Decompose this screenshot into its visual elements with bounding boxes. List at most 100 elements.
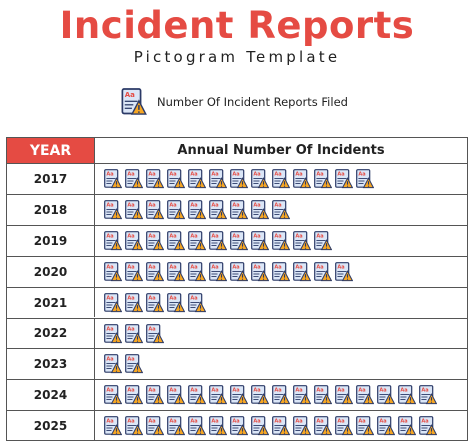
incident-report-icon	[230, 231, 248, 251]
incident-report-icon	[377, 385, 395, 405]
incident-report-icon	[251, 231, 269, 251]
incident-report-icon	[209, 200, 227, 220]
year-column-header: YEAR	[7, 138, 95, 163]
incident-report-icon	[272, 416, 290, 436]
page-title: Incident Reports	[59, 4, 415, 47]
incident-report-icon	[188, 200, 206, 220]
incident-report-icon	[251, 169, 269, 189]
incident-report-icon	[356, 169, 374, 189]
incident-report-icon	[251, 200, 269, 220]
incident-report-icon	[377, 416, 395, 436]
incident-report-icon	[209, 169, 227, 189]
incident-report-icon	[335, 262, 353, 282]
incident-report-icon	[167, 416, 185, 436]
incident-report-icon	[293, 231, 311, 251]
incident-report-icon	[125, 416, 143, 436]
pictogram-table: YEAR Annual Number Of Incidents 2017 2018…	[6, 137, 468, 442]
incident-report-icon	[314, 416, 332, 436]
incident-report-icon	[419, 385, 437, 405]
svg-text:Aa: Aa	[125, 91, 135, 99]
legend: Aa Number Of Incident Reports Filed	[119, 88, 348, 116]
pictogram-bar	[104, 168, 377, 190]
incident-report-icon	[188, 293, 206, 313]
incident-report-icon	[146, 231, 164, 251]
incident-report-icon	[104, 385, 122, 405]
table-row: 2020	[7, 255, 467, 287]
pictogram-bar	[104, 415, 440, 437]
incident-report-icon	[230, 416, 248, 436]
incident-report-icon	[188, 231, 206, 251]
incident-report-icon	[356, 385, 374, 405]
incident-report-icon	[356, 416, 374, 436]
table-row: 2024	[7, 379, 467, 411]
incident-report-icon	[230, 169, 248, 189]
incident-report-icon	[251, 262, 269, 282]
pictogram-bar	[104, 230, 335, 252]
pictogram-bar	[104, 261, 356, 283]
table-row: 2023	[7, 348, 467, 380]
pictogram-bar	[104, 292, 209, 314]
incident-report-icon	[167, 385, 185, 405]
incident-report-icon	[419, 416, 437, 436]
incident-report-icon	[146, 416, 164, 436]
incident-report-icon	[188, 385, 206, 405]
incident-report-icon	[251, 416, 269, 436]
incident-report-icon	[104, 324, 122, 344]
incident-report-icon	[209, 416, 227, 436]
incident-report-icon	[167, 200, 185, 220]
incident-report-icon	[167, 293, 185, 313]
incident-report-icon	[146, 324, 164, 344]
incident-report-icon	[398, 385, 416, 405]
incident-report-icon	[146, 262, 164, 282]
incident-report-icon	[272, 231, 290, 251]
incident-report-icon	[188, 416, 206, 436]
incident-report-icon	[293, 416, 311, 436]
incident-report-icon	[314, 169, 332, 189]
year-label: 2021	[7, 287, 95, 318]
incident-report-icon	[230, 200, 248, 220]
incident-report-icon	[314, 231, 332, 251]
pictogram-bar	[104, 384, 440, 406]
incident-report-icon	[125, 200, 143, 220]
table-row: 2018	[7, 193, 467, 225]
incident-report-icon	[209, 385, 227, 405]
legend-label: Number Of Incident Reports Filed	[157, 95, 348, 109]
incident-report-icon	[104, 416, 122, 436]
incident-report-icon	[104, 169, 122, 189]
incident-report-icon	[146, 200, 164, 220]
incident-report-icon	[125, 231, 143, 251]
incident-report-icon	[167, 231, 185, 251]
pictogram-bar	[104, 323, 167, 345]
incident-report-icon	[167, 169, 185, 189]
incident-report-icon	[230, 262, 248, 282]
year-label: 2025	[7, 411, 95, 442]
incident-report-icon	[335, 416, 353, 436]
incident-report-icon	[167, 262, 185, 282]
incident-report-icon	[209, 231, 227, 251]
year-label: 2023	[7, 349, 95, 380]
year-label: 2019	[7, 225, 95, 256]
incident-report-icon	[104, 231, 122, 251]
incident-report-icon	[251, 385, 269, 405]
year-label: 2024	[7, 380, 95, 411]
pictogram-bar	[104, 353, 146, 375]
incident-report-icon	[230, 385, 248, 405]
year-label: 2022	[7, 318, 95, 349]
table-row: 2019	[7, 224, 467, 256]
table-row: 2017	[7, 163, 467, 194]
incident-report-icon	[398, 416, 416, 436]
incident-report-icon	[272, 262, 290, 282]
incident-report-icon	[272, 200, 290, 220]
incident-report-icon	[146, 293, 164, 313]
table-row: 2022	[7, 317, 467, 349]
incident-report-icon	[293, 385, 311, 405]
year-label: 2020	[7, 256, 95, 287]
table-row: 2021	[7, 286, 467, 318]
incident-report-icon	[272, 169, 290, 189]
incident-report-icon	[188, 169, 206, 189]
incidents-column-header: Annual Number Of Incidents	[177, 143, 385, 158]
incident-report-icon	[272, 385, 290, 405]
incident-report-icon	[146, 385, 164, 405]
incident-report-icon	[335, 169, 353, 189]
incident-report-icon	[125, 324, 143, 344]
